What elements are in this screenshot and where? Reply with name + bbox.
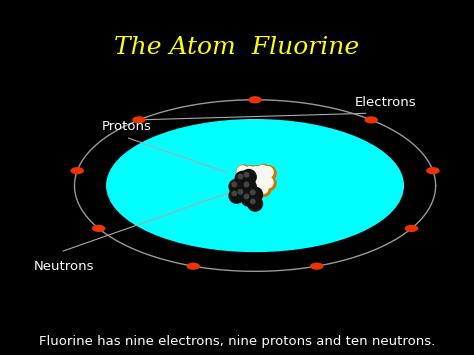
Circle shape bbox=[232, 182, 237, 187]
Circle shape bbox=[244, 182, 249, 187]
Ellipse shape bbox=[405, 225, 418, 232]
Circle shape bbox=[247, 187, 263, 202]
Ellipse shape bbox=[426, 167, 440, 174]
Circle shape bbox=[229, 188, 244, 203]
Circle shape bbox=[250, 176, 265, 191]
Circle shape bbox=[237, 166, 248, 177]
Circle shape bbox=[247, 196, 263, 211]
Ellipse shape bbox=[187, 263, 200, 270]
Circle shape bbox=[251, 199, 255, 204]
Circle shape bbox=[256, 181, 271, 196]
Circle shape bbox=[244, 174, 258, 189]
Circle shape bbox=[262, 177, 273, 188]
Circle shape bbox=[235, 171, 250, 186]
Ellipse shape bbox=[310, 263, 324, 270]
Text: Electrons: Electrons bbox=[355, 95, 416, 109]
Ellipse shape bbox=[106, 119, 404, 252]
Circle shape bbox=[237, 165, 251, 180]
Circle shape bbox=[241, 191, 256, 206]
Ellipse shape bbox=[365, 116, 378, 124]
Ellipse shape bbox=[248, 96, 262, 103]
Circle shape bbox=[244, 166, 255, 178]
Text: Protons: Protons bbox=[101, 120, 152, 133]
Circle shape bbox=[244, 194, 249, 199]
Circle shape bbox=[241, 179, 256, 194]
Ellipse shape bbox=[71, 167, 84, 174]
Circle shape bbox=[229, 179, 244, 194]
Circle shape bbox=[262, 166, 273, 178]
Circle shape bbox=[250, 166, 265, 181]
Circle shape bbox=[244, 166, 258, 181]
Circle shape bbox=[251, 190, 255, 195]
Circle shape bbox=[257, 165, 268, 177]
Circle shape bbox=[261, 176, 276, 191]
Circle shape bbox=[257, 174, 268, 185]
Ellipse shape bbox=[92, 225, 105, 232]
Circle shape bbox=[238, 174, 243, 179]
Circle shape bbox=[241, 170, 256, 185]
Circle shape bbox=[238, 190, 243, 194]
Circle shape bbox=[251, 177, 262, 188]
Ellipse shape bbox=[132, 116, 146, 124]
Circle shape bbox=[244, 173, 249, 177]
Circle shape bbox=[257, 182, 268, 193]
Circle shape bbox=[261, 166, 276, 181]
Circle shape bbox=[256, 165, 271, 180]
Text: The Atom  Fluorine: The Atom Fluorine bbox=[114, 36, 360, 59]
Circle shape bbox=[235, 187, 250, 202]
Text: Neutrons: Neutrons bbox=[34, 260, 94, 273]
Circle shape bbox=[251, 166, 262, 178]
Circle shape bbox=[232, 191, 237, 196]
Circle shape bbox=[256, 173, 271, 187]
Circle shape bbox=[244, 175, 255, 186]
Text: Fluorine has nine electrons, nine protons and ten neutrons.: Fluorine has nine electrons, nine proton… bbox=[39, 335, 435, 348]
